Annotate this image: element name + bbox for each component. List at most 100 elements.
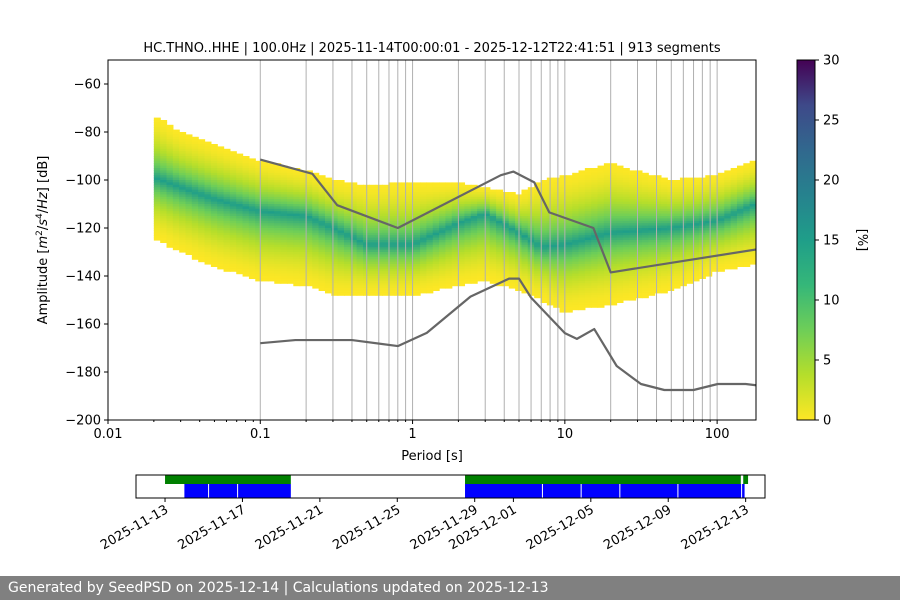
heatmap-cell bbox=[610, 184, 618, 188]
heatmap-cell bbox=[248, 266, 256, 270]
heatmap-cell bbox=[274, 247, 282, 251]
heatmap-cell bbox=[654, 266, 662, 270]
heatmap-cell bbox=[388, 211, 396, 215]
heatmap-cell bbox=[293, 278, 301, 282]
heatmap-cell bbox=[584, 249, 592, 253]
heatmap-cell bbox=[299, 261, 307, 265]
heatmap-cell bbox=[483, 278, 491, 282]
heatmap-cell bbox=[305, 206, 313, 210]
heatmap-cell bbox=[293, 175, 301, 179]
heatmap-cell bbox=[603, 228, 611, 231]
heatmap-cell bbox=[603, 232, 611, 236]
heatmap-cell bbox=[483, 237, 491, 241]
heatmap-cell bbox=[534, 254, 542, 258]
heatmap-cell bbox=[641, 242, 649, 246]
heatmap-cell bbox=[191, 187, 199, 191]
heatmap-cell bbox=[280, 220, 288, 224]
heatmap-cell bbox=[641, 271, 649, 275]
heatmap-cell bbox=[407, 189, 415, 193]
heatmap-cell bbox=[426, 208, 434, 212]
heatmap-cell bbox=[261, 220, 269, 224]
heatmap-cell bbox=[470, 242, 478, 246]
heatmap-cell bbox=[407, 254, 415, 258]
heatmap-cell bbox=[153, 163, 161, 167]
heatmap-cell bbox=[305, 256, 313, 260]
heatmap-cell bbox=[451, 235, 459, 239]
heatmap-cell bbox=[534, 225, 542, 229]
heatmap-cell bbox=[648, 285, 656, 289]
heatmap-cell bbox=[439, 182, 447, 186]
heatmap-cell bbox=[578, 268, 586, 272]
heatmap-cell bbox=[420, 208, 427, 212]
heatmap-cell bbox=[160, 194, 168, 198]
heatmap-cell bbox=[540, 184, 548, 188]
heatmap-cell bbox=[540, 189, 548, 193]
heatmap-cell bbox=[534, 285, 542, 289]
heatmap-cell bbox=[730, 180, 738, 183]
heatmap-cell bbox=[641, 237, 649, 241]
colorbar-tick-label: 30 bbox=[823, 54, 840, 69]
heatmap-cell bbox=[236, 208, 244, 212]
heatmap-cell bbox=[407, 211, 415, 215]
heatmap-cell bbox=[331, 228, 339, 231]
heatmap-cell bbox=[641, 232, 649, 236]
heatmap-cell bbox=[635, 204, 643, 207]
heatmap-cell bbox=[401, 194, 408, 198]
heatmap-cell bbox=[591, 254, 599, 258]
heatmap-cell bbox=[426, 244, 434, 248]
heatmap-cell bbox=[603, 189, 611, 193]
heatmap-cell bbox=[217, 175, 225, 179]
heatmap-cell bbox=[610, 249, 618, 253]
heatmap-cell bbox=[198, 163, 206, 167]
heatmap-cell bbox=[578, 276, 586, 279]
heatmap-cell bbox=[502, 206, 510, 210]
heatmap-cell bbox=[286, 278, 294, 282]
heatmap-cell bbox=[445, 189, 453, 193]
heatmap-cell bbox=[603, 288, 611, 291]
heatmap-cell bbox=[477, 192, 485, 195]
heatmap-cell bbox=[749, 160, 756, 164]
heatmap-cell bbox=[521, 218, 529, 222]
heatmap-cell bbox=[616, 261, 624, 265]
heatmap-cell bbox=[572, 206, 580, 210]
heatmap-cell bbox=[502, 252, 510, 255]
heatmap-cell bbox=[616, 223, 624, 227]
heatmap-cell bbox=[477, 232, 485, 236]
heatmap-cell bbox=[312, 264, 320, 267]
heatmap-cell bbox=[350, 206, 358, 210]
heatmap-cell bbox=[413, 271, 421, 275]
heatmap-cell bbox=[730, 196, 738, 200]
heatmap-cell bbox=[629, 199, 637, 203]
heatmap-cell bbox=[236, 182, 244, 186]
heatmap-cell bbox=[185, 230, 193, 234]
heatmap-cell bbox=[654, 184, 662, 188]
heatmap-cell bbox=[692, 244, 700, 248]
heatmap-cell bbox=[242, 266, 250, 270]
heatmap-cell bbox=[274, 208, 282, 212]
heatmap-cell bbox=[172, 194, 180, 198]
heatmap-cell bbox=[591, 290, 599, 294]
heatmap-cell bbox=[502, 194, 510, 198]
heatmap-cell bbox=[204, 206, 212, 210]
heatmap-cell bbox=[736, 252, 744, 255]
heatmap-cell bbox=[420, 194, 427, 198]
heatmap-cell bbox=[648, 189, 656, 193]
heatmap-cell bbox=[660, 278, 668, 282]
heatmap-cell bbox=[502, 223, 510, 227]
heatmap-cell bbox=[559, 256, 567, 260]
heatmap-cell bbox=[166, 160, 174, 164]
heatmap-cell bbox=[413, 278, 421, 282]
heatmap-cell bbox=[578, 285, 586, 289]
heatmap-cell bbox=[388, 278, 396, 282]
heatmap-cell bbox=[344, 276, 351, 279]
heatmap-cell bbox=[356, 201, 364, 205]
heatmap-cell bbox=[299, 235, 307, 239]
heatmap-cell bbox=[401, 218, 408, 222]
heatmap-cell bbox=[603, 240, 611, 243]
heatmap-cell bbox=[565, 228, 573, 231]
heatmap-cell bbox=[153, 235, 161, 239]
heatmap-cell bbox=[635, 295, 643, 299]
heatmap-cell bbox=[470, 232, 478, 236]
heatmap-cell bbox=[686, 252, 694, 255]
heatmap-cell bbox=[210, 172, 218, 176]
